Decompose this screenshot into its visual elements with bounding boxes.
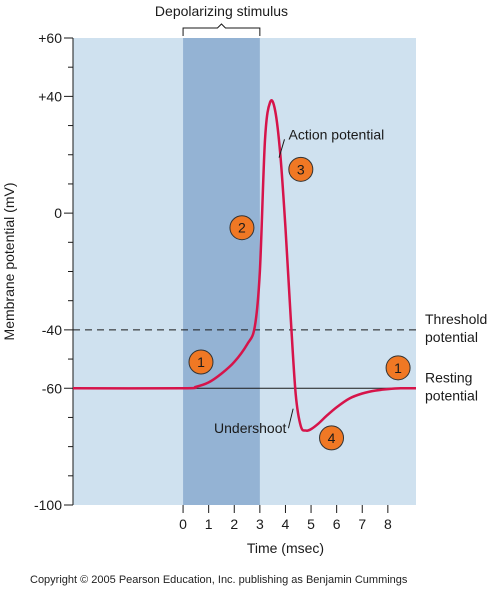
x-tick-label: 6 [333,516,341,532]
phase-marker-circle [319,425,345,451]
y-tick-label: -100 [34,497,62,513]
phase-marker-label: 2 [238,220,246,236]
stimulus-band [183,38,260,505]
phase-marker-label: 1 [197,354,205,370]
stimulus-label: Depolarizing stimulus [155,3,288,19]
x-tick-label: 2 [230,516,238,532]
x-tick-label: 1 [205,516,213,532]
phase-marker-label: 1 [394,360,402,376]
y-tick-label: +60 [38,30,62,46]
x-tick-label: 0 [179,516,187,532]
copyright-notice: Copyright © 2005 Pearson Education, Inc.… [30,574,408,586]
resting-label-line2: potential [425,387,478,403]
phase-marker-circle [288,156,314,182]
threshold-label-line2: potential [425,329,478,345]
x-tick-label: 3 [256,516,264,532]
phase-marker-circle [229,215,255,241]
phase-marker-label: 4 [328,430,336,446]
y-tick-label: 0 [54,205,62,221]
x-axis: 0 1 2 3 4 5 6 7 8 [179,505,392,532]
resting-label-line1: Resting [425,369,472,385]
x-axis-label: Time (msec) [247,540,324,556]
threshold-label-line1: Threshold [425,311,487,327]
phase-marker-label: 3 [297,161,305,177]
y-axis-label: Membrane potential (mV) [1,183,17,341]
action-potential-curve [72,99,417,432]
y-tick-label: -60 [42,380,62,396]
y-axis: +60 +40 0 -40 -60 -100 [34,30,74,513]
stimulus-bracket: Depolarizing stimulus [155,3,288,36]
x-tick-label: 4 [282,516,290,532]
x-tick-label: 8 [384,516,392,532]
annotations: Action potential Undershoot [214,126,384,436]
phase-marker-circle [188,349,214,375]
reference-lines: Threshold potential Resting potential [73,311,487,403]
stimulus-bracket-line [182,23,261,36]
x-tick-label: 5 [307,516,315,532]
y-tick-label: -40 [42,322,62,338]
action-potential-leader [278,139,285,158]
phase-marker-circle [385,355,411,381]
x-tick-label: 7 [358,516,366,532]
undershoot-label: Undershoot [214,420,286,436]
undershoot-leader [287,408,294,429]
y-tick-label: +40 [38,88,62,104]
action-potential-label: Action potential [288,126,384,142]
phase-markers: 1 2 3 4 1 [188,156,411,451]
